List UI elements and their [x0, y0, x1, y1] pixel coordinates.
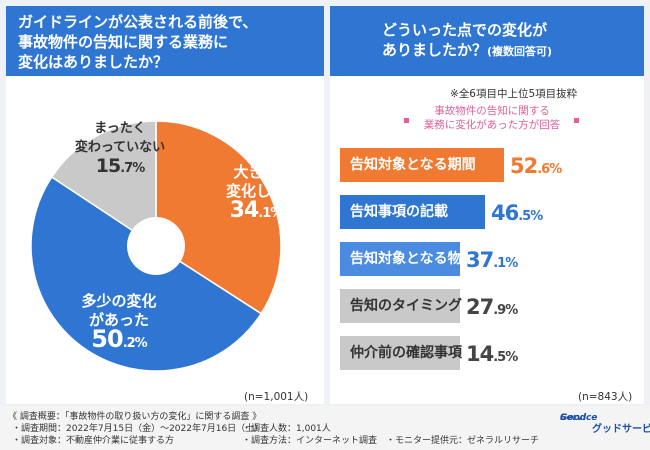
- survey-period: ・調査期間：2022年7月15日（金）〜2022年7月16日（土）: [12, 424, 264, 434]
- bar-value-1: 52.6%: [510, 154, 562, 178]
- right-title-banner: どういった点での変化が ありましたか？(複数回答可): [330, 6, 644, 76]
- right-title-suffix: (複数回答可): [487, 45, 553, 58]
- survey-method: ・調査方法：インターネット調査: [242, 436, 378, 446]
- note-bracket-left: [404, 118, 409, 123]
- survey-target: ・調査対象：不動産仲介業に従事する方: [12, 436, 175, 446]
- donut-hole: [127, 217, 185, 275]
- monitor-provider: ・モニター提供元：ゼネラルリサーチ: [386, 436, 540, 446]
- right-panel: どういった点での変化が ありましたか？(複数回答可) ※全6項目中上位5項目抜粋…: [330, 6, 644, 404]
- survey-count: ・調査人数：1,001人: [242, 424, 331, 434]
- bar-1: 告知対象となる期間: [340, 148, 504, 182]
- top5-note: ※全6項目中上位5項目抜粋: [450, 88, 578, 100]
- left-title-line-2: 事故物件の告知に関する業務に: [18, 33, 229, 51]
- footer: 《 調査概要：「事故物件の取り扱い方の変化」に関する調査 》 ・調査期間：202…: [0, 406, 650, 450]
- pie-slice-some-change: [30, 176, 263, 372]
- left-title-banner: ガイドラインが公表される前後で、 事故物件の告知に関する業務に 変化はありました…: [6, 6, 324, 76]
- left-sample-size: (n=1,001人): [244, 391, 309, 403]
- pie-label-some-change: 多少の変化 があった 50.2%: [81, 292, 157, 353]
- left-title-line-1: ガイドラインが公表される前後で、: [18, 13, 258, 31]
- bar-value-3: 37.1%: [466, 248, 518, 272]
- bar-3: 告知対象となる物件: [340, 242, 476, 276]
- note-bracket-right: [574, 118, 579, 123]
- respondent-note: 事故物件の告知に関する 業務に変化があった方が回答: [423, 105, 561, 131]
- pie-chart: [30, 120, 282, 372]
- left-title-line-3: 変化はありましたか？: [18, 53, 169, 71]
- pie-slice-no-change: [50, 120, 157, 248]
- pie-label-no-change: まったく 変わっていない 15.7%: [74, 121, 166, 177]
- right-sample-size: (n=843人): [578, 391, 633, 403]
- survey-overview: 《 調査概要：「事故物件の取り扱い方の変化」に関する調査 》: [8, 412, 262, 422]
- pie-label-large-change: 大きく 変化した 34.1%: [225, 163, 286, 223]
- bar-2: 告知事項の記載: [340, 195, 485, 229]
- right-title-line-1: どういった点での変化が: [382, 21, 548, 39]
- bar-value-4: 27.9%: [466, 295, 518, 319]
- right-title-line-2: ありましたか？: [382, 41, 488, 59]
- bar-5: 仲介前の確認事項: [340, 336, 462, 370]
- bar-4: 告知のタイミング: [340, 289, 462, 323]
- left-panel: ガイドラインが公表される前後で、 事故物件の告知に関する業務に 変化はありました…: [6, 6, 324, 404]
- bar-value-5: 14.5%: [466, 342, 518, 366]
- bar-value-2: 46.5%: [491, 201, 543, 225]
- logo-name: グッドサービス: [592, 424, 650, 435]
